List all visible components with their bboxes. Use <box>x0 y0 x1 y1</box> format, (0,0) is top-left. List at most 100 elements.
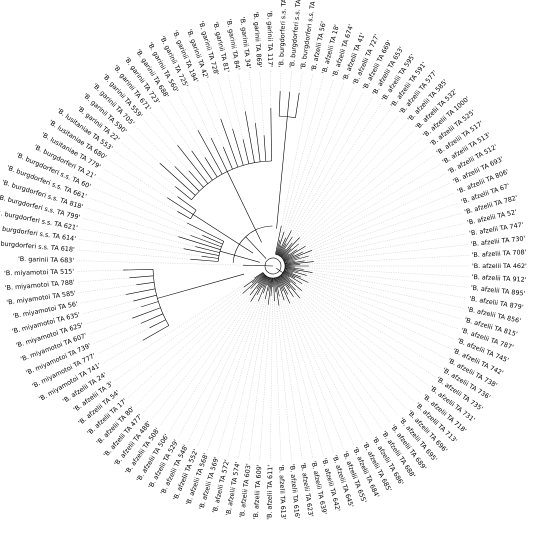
tree-branch <box>132 307 161 319</box>
leaf-connector <box>78 239 202 257</box>
tree-branch <box>174 166 200 192</box>
leaf-connector <box>159 105 192 151</box>
tree-branch <box>257 274 266 284</box>
leaf-connector <box>93 323 141 345</box>
leaf-connector <box>270 70 272 109</box>
leaf-connector <box>279 296 314 458</box>
leaf-label: 'B. garinii TA 117' <box>266 11 275 67</box>
leaf-connector <box>287 294 364 441</box>
leaf-connector <box>299 298 399 417</box>
tree-branch <box>273 277 276 292</box>
tree-branch <box>281 243 299 259</box>
tree-branch <box>278 243 287 256</box>
leaf-connector <box>284 285 373 435</box>
leaf-connector <box>168 99 206 158</box>
leaf-connector <box>187 287 263 443</box>
clade-arc <box>232 225 273 263</box>
tree-branch <box>125 288 156 295</box>
tree-branch <box>279 249 286 257</box>
leaf-label: 'B. burgdorferi s.s. TA 31' <box>277 0 288 67</box>
leaf-connector <box>127 293 243 398</box>
tree-branch <box>251 273 264 284</box>
tree-branch <box>220 118 239 168</box>
tree-branch <box>197 130 223 175</box>
leaf-connector <box>168 301 251 433</box>
tree-branch <box>183 248 220 256</box>
leaf-connector <box>114 286 244 382</box>
leaf-label: 'B. afzelii TA 609' <box>252 464 264 519</box>
tree-branch <box>167 197 194 215</box>
tree-branch <box>284 260 305 265</box>
tree-branch <box>232 128 244 166</box>
leaf-connector <box>312 272 467 299</box>
clade-stem <box>193 214 254 254</box>
tree-branch <box>284 268 307 276</box>
leaf-connector <box>278 287 324 456</box>
leaf-connector <box>177 294 258 438</box>
clade-arc <box>190 209 197 220</box>
leaf-connector <box>85 306 142 325</box>
tree-branch <box>191 150 213 181</box>
tree-branch <box>210 138 228 172</box>
tree-branch <box>284 256 300 263</box>
leaf-connector <box>270 286 273 462</box>
leaf-connector <box>89 317 133 335</box>
leaf-connector <box>102 340 143 364</box>
leaf-connector <box>303 269 468 288</box>
leaf-connector <box>283 300 334 453</box>
tree-branch <box>178 236 221 251</box>
tree-branch <box>255 123 261 162</box>
tree-branch <box>177 211 191 220</box>
leaf-connector <box>296 155 435 250</box>
tree-branch <box>277 276 291 304</box>
tree-branch <box>282 249 298 260</box>
tree-branch <box>273 277 275 301</box>
leaf-connector <box>292 272 459 330</box>
tree-branch <box>283 254 295 261</box>
leaf-connector <box>135 288 251 406</box>
clade-stem <box>276 116 288 229</box>
tree-branch <box>284 269 293 274</box>
leaf-connector <box>299 122 407 238</box>
tree-branch <box>142 325 169 341</box>
leaf-connector <box>259 295 272 462</box>
tree-branch <box>159 162 196 196</box>
tree-branch <box>282 253 290 259</box>
leaf-connector <box>294 173 446 255</box>
tree-branch <box>270 108 272 162</box>
tree-branch <box>250 276 267 302</box>
leaf-connector <box>187 89 212 139</box>
tree-branch <box>277 237 287 256</box>
leaf-connector <box>302 182 451 253</box>
tree-branch <box>244 111 255 163</box>
tree-branch <box>281 274 291 283</box>
tree-branch <box>278 91 281 117</box>
clade-stem <box>157 273 245 299</box>
leaf-connector <box>289 277 435 377</box>
leaf-connector <box>298 72 303 94</box>
tree-branch <box>284 267 304 270</box>
tree-branch <box>281 273 303 292</box>
tree-branch <box>275 239 281 255</box>
leaf-connector <box>295 289 407 410</box>
tree-branch <box>279 275 291 289</box>
leaf-connector <box>97 327 150 354</box>
leaf-connector <box>274 300 282 462</box>
tree-branch <box>201 255 219 259</box>
leaf-connector <box>295 223 465 262</box>
leaf-connector <box>290 282 415 402</box>
tree-branch <box>275 225 282 255</box>
leaf-connector <box>279 70 282 92</box>
tree-branch <box>263 135 267 162</box>
tree-branch <box>284 264 300 266</box>
leaf-connector <box>293 296 382 430</box>
leaf-connector <box>197 85 224 148</box>
leaf-connector <box>217 77 233 129</box>
leaf-connector <box>143 119 190 171</box>
tree-branch <box>133 294 157 302</box>
tree-branch <box>202 235 223 245</box>
leaf-connector <box>248 71 256 124</box>
leaf-connector <box>135 126 175 167</box>
tree-branch <box>188 170 204 188</box>
tree-branch <box>264 277 271 300</box>
